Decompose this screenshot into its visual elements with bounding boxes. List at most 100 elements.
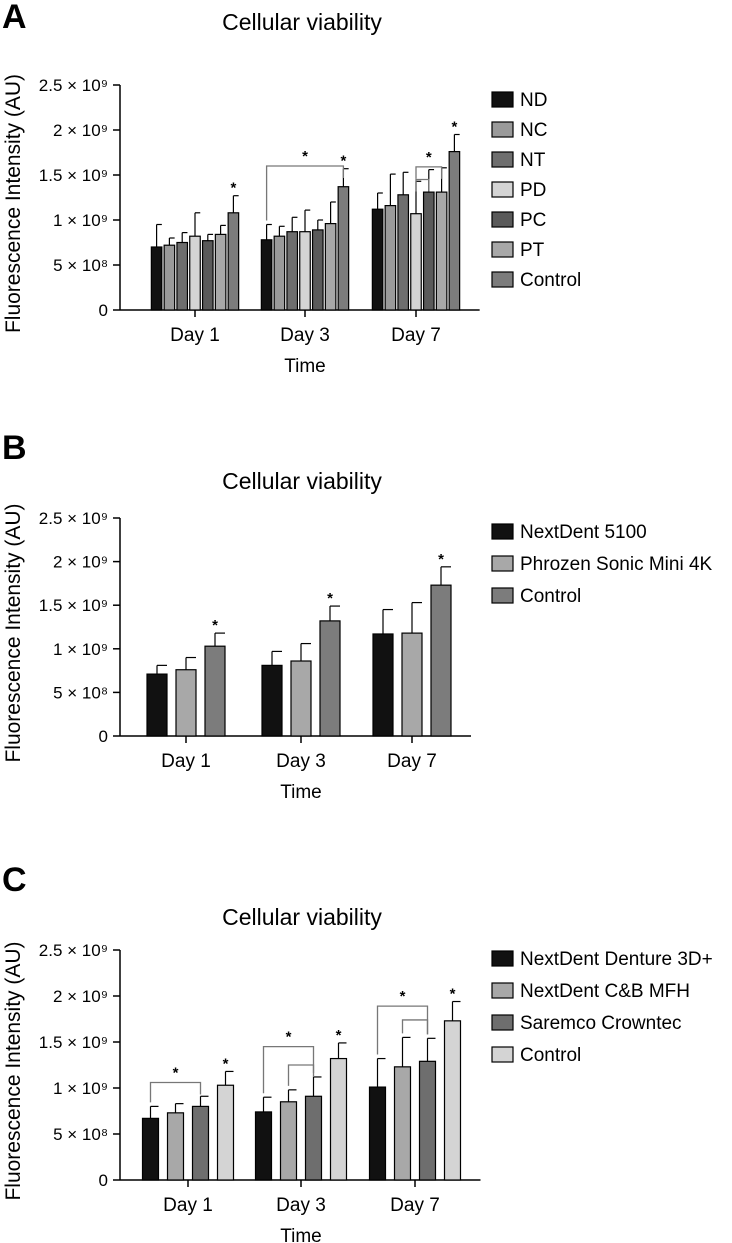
bracket-star: * [173, 1064, 179, 1081]
y-tick-label: 0 [99, 1171, 108, 1190]
legend-label: PD [520, 180, 546, 201]
significance-bracket [401, 1019, 429, 1035]
bar [254, 1111, 273, 1181]
bar [146, 673, 168, 737]
legend-swatch [491, 555, 514, 572]
x-tick-label: Day 3 [276, 1195, 326, 1216]
y-tick-label: 5 × 10⁸ [53, 1125, 108, 1144]
bracket-star: * [302, 148, 308, 165]
bar [260, 239, 273, 311]
chart-c: Cellular viability 0 5 × 10⁸ 1 × 10⁹ 1.5 × 1… [2, 904, 713, 1243]
bar [393, 1066, 412, 1181]
bar [227, 212, 240, 311]
chart-a: Cellular viability 0 5 × 10⁸ 1 × 10⁹ 1.5 × 1… [2, 9, 581, 377]
panel-letter-b: B [2, 429, 27, 467]
y-tick-label: 2 × 10⁹ [53, 553, 108, 572]
bar [311, 229, 324, 311]
y-tick-label: 1.5 × 10⁹ [39, 166, 108, 185]
bar [448, 151, 461, 311]
y-tick-label: 2.5 × 10⁹ [39, 941, 108, 960]
significance-bracket [415, 166, 443, 179]
y-tick-label: 2 × 10⁹ [53, 987, 108, 1006]
x-tick-label: Day 1 [161, 751, 211, 772]
bar [299, 231, 311, 311]
significance-star: * [450, 986, 456, 1003]
bracket-star: * [400, 988, 406, 1005]
bar [191, 1105, 210, 1181]
legend-label: NC [520, 120, 547, 141]
legend-label: NextDent 5100 [520, 522, 647, 543]
y-tick-label: 1 × 10⁹ [53, 211, 108, 230]
y-tick-label: 2 × 10⁹ [53, 121, 108, 140]
significance-bracket [265, 165, 345, 221]
legend-label: Saremco Crowntec [520, 1013, 682, 1034]
y-tick-label: 1.5 × 10⁹ [39, 1033, 108, 1052]
bar [372, 633, 394, 737]
legend-label: NextDent Denture 3D+ [520, 949, 713, 970]
chart-b: Cellular viability 0 5 × 10⁸ 1 × 10⁹ 1.5 × 1… [2, 468, 713, 803]
significance-star: * [340, 153, 346, 170]
significance-star: * [327, 590, 333, 607]
legend-swatch [491, 181, 514, 198]
legend-swatch [491, 241, 514, 258]
x-axis-label: Time [284, 356, 326, 377]
panel-a: A Cellular viability 0 5 × 10⁸ 1 × 10⁹ 1.5 ×… [0, 0, 732, 405]
bar [384, 205, 397, 311]
bar [443, 1020, 462, 1181]
y-axis-label: Fluorescence Intensity (AU) [2, 503, 25, 762]
significance-star: * [451, 119, 457, 136]
bar [286, 231, 299, 311]
legend-swatch [491, 1046, 514, 1063]
significance-star: * [212, 617, 218, 634]
significance-bracket [415, 178, 430, 192]
bar [273, 235, 286, 311]
y-tick-label: 1.5 × 10⁹ [39, 596, 108, 615]
legend-swatch [491, 523, 514, 540]
bar [410, 213, 422, 311]
bar [189, 235, 201, 311]
bar [329, 1057, 348, 1181]
bar [163, 244, 176, 311]
bar [176, 241, 189, 311]
y-tick-label: 2.5 × 10⁹ [39, 509, 108, 528]
significance-bracket [149, 1081, 202, 1103]
bracket-star: * [426, 149, 432, 166]
y-tick-label: 0 [99, 301, 108, 320]
legend-swatch [491, 121, 514, 138]
significance-star: * [223, 1055, 229, 1072]
legend-swatch [491, 151, 514, 168]
bar [368, 1086, 387, 1181]
legend-swatch [491, 211, 514, 228]
panel-letter-c: C [2, 861, 27, 899]
bar [214, 233, 227, 311]
bar [401, 632, 423, 737]
legend-swatch [491, 587, 514, 604]
significance-bracket [262, 1045, 315, 1094]
chart-title: Cellular viability [222, 468, 382, 494]
bar [422, 191, 435, 311]
legend-swatch [491, 1014, 514, 1031]
legend-label: Control [520, 586, 581, 607]
bar [397, 194, 410, 311]
bar [430, 584, 452, 737]
bar [435, 191, 448, 311]
chart-title: Cellular viability [222, 904, 382, 930]
significance-bracket [287, 1064, 315, 1086]
significance-star: * [336, 1027, 342, 1044]
legend-label: Phrozen Sonic Mini 4K [520, 554, 713, 575]
bar [166, 1112, 185, 1181]
bar [141, 1117, 160, 1181]
legend-label: ND [520, 90, 547, 111]
x-tick-label: Day 1 [170, 325, 220, 346]
legend-label: PT [520, 240, 545, 261]
legend-swatch [491, 271, 514, 288]
bar [150, 246, 163, 311]
legend-swatch [491, 950, 514, 967]
bar [324, 223, 337, 311]
y-tick-label: 5 × 10⁸ [53, 683, 108, 702]
y-axis-label: Fluorescence Intensity (AU) [2, 941, 25, 1200]
panel-letter-a: A [2, 0, 27, 36]
panel-c: C Cellular viability 0 5 × 10⁸ 1 × 10⁹ 1.5 ×… [0, 855, 732, 1243]
legend-label: Control [520, 1045, 581, 1066]
